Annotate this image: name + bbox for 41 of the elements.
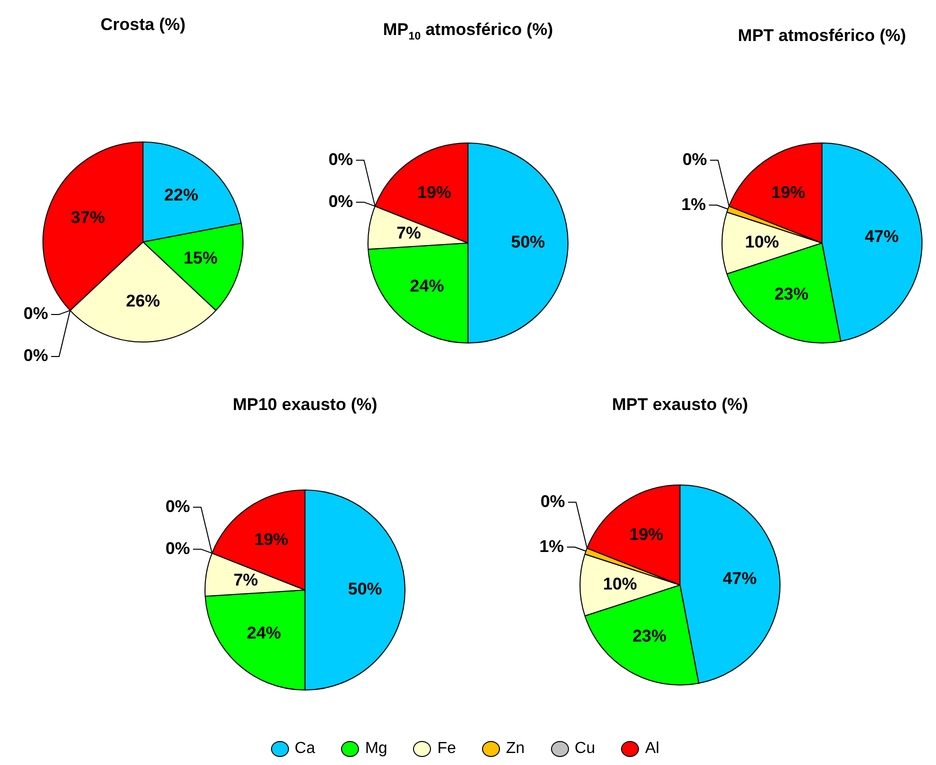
text: 0% bbox=[165, 538, 190, 558]
data-label: 37% bbox=[70, 208, 105, 227]
legend-label: Cu bbox=[574, 740, 596, 758]
data-label: 15% bbox=[184, 248, 218, 268]
legend-label: Ca bbox=[294, 740, 316, 758]
text: 0% bbox=[24, 346, 48, 366]
chart-title: MP$_{10}$ atmosférico (%) bbox=[383, 20, 553, 42]
data-label: 22% bbox=[164, 185, 198, 204]
data-label: 19% bbox=[254, 530, 288, 550]
data-label: 19% bbox=[629, 525, 664, 544]
legend-label: Mg bbox=[365, 740, 388, 758]
data-label: 7% bbox=[396, 223, 422, 242]
data-label: 23% bbox=[774, 284, 808, 304]
data-label: 10% bbox=[744, 232, 780, 252]
legend-label: Fe bbox=[437, 740, 456, 758]
data-label: 7% bbox=[233, 570, 258, 590]
data-label: 24% bbox=[410, 276, 444, 296]
data-label: 1% bbox=[539, 536, 564, 556]
data-label: 47% bbox=[864, 227, 899, 246]
data-label: 26% bbox=[126, 292, 160, 311]
data-label: 24% bbox=[246, 623, 281, 642]
text: 0% bbox=[328, 150, 354, 169]
text: 0% bbox=[540, 492, 566, 511]
text: 0% bbox=[682, 150, 708, 169]
data-label: 23% bbox=[632, 626, 666, 646]
text: 0% bbox=[24, 304, 48, 324]
chart-title: MPT atmosférico (%) bbox=[738, 26, 906, 46]
data-label: 10% bbox=[602, 574, 638, 594]
data-label: 50% bbox=[510, 232, 546, 252]
text: 0% bbox=[165, 496, 190, 516]
data-label: 1% bbox=[681, 194, 706, 214]
legend-label: Al bbox=[645, 740, 660, 758]
chart-title: MPT exausto (%) bbox=[612, 395, 748, 415]
data-label: 50% bbox=[348, 580, 382, 599]
data-label: 19% bbox=[771, 183, 806, 202]
data-label: 19% bbox=[417, 183, 452, 202]
data-label: 47% bbox=[722, 569, 757, 588]
chart-title: Crosta (%) bbox=[100, 15, 186, 35]
text: 0% bbox=[328, 192, 354, 211]
legend-label: Zn bbox=[506, 740, 525, 758]
chart-title: MP10 exausto (%) bbox=[232, 395, 378, 415]
